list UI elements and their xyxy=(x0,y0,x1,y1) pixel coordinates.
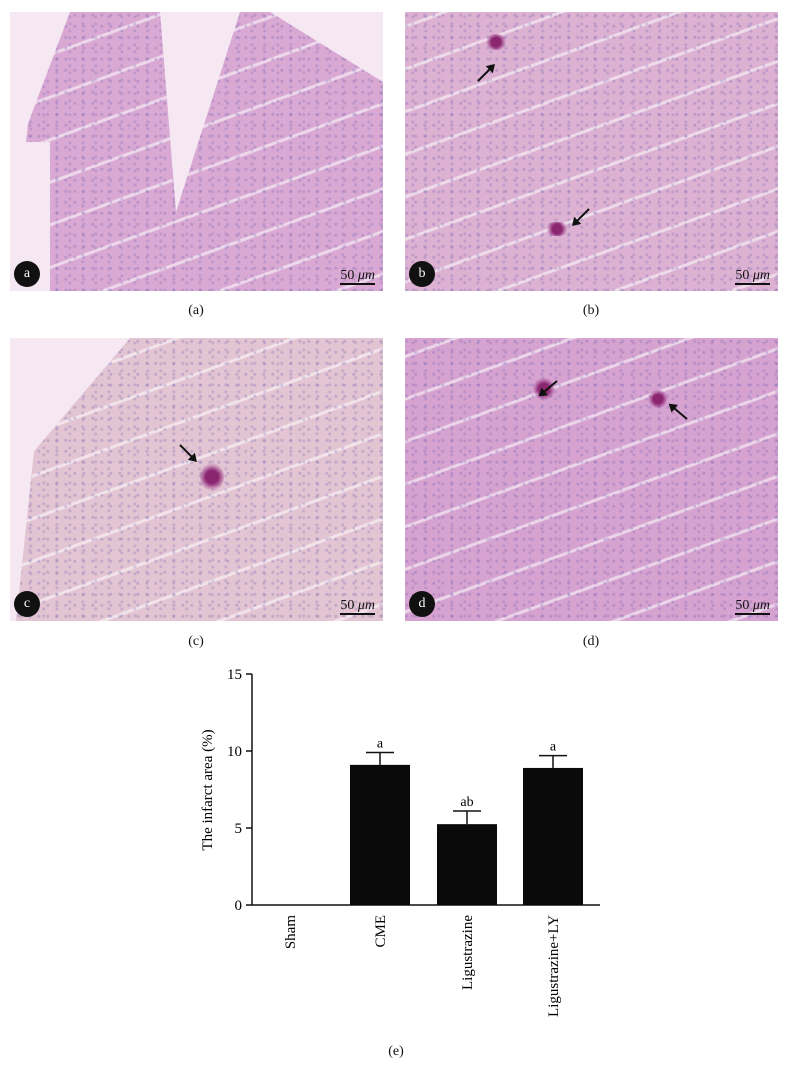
scale-bar: 50 μm xyxy=(735,598,770,615)
background-area xyxy=(270,12,383,82)
panel-label-badge: a xyxy=(14,261,40,287)
bar xyxy=(523,767,583,905)
y-tick-label: 15 xyxy=(227,667,242,683)
significance-label: a xyxy=(377,737,384,752)
panel-caption-e: (e) xyxy=(388,1044,404,1059)
background-area xyxy=(10,338,130,621)
panel-caption-b: (b) xyxy=(582,303,600,318)
y-axis-label: The infarct area (%) xyxy=(200,729,216,850)
arrow-icon xyxy=(572,208,590,226)
arrow-icon xyxy=(669,404,688,420)
scale-bar: 50 μm xyxy=(340,598,375,615)
panel-label-badge: d xyxy=(409,591,435,617)
panel-caption-c: (c) xyxy=(188,634,204,649)
stained-region xyxy=(200,463,224,491)
stained-region xyxy=(648,390,668,408)
arrow-icon xyxy=(477,64,495,82)
x-tick-label: Sham xyxy=(283,915,299,950)
histology-panel-a: a 50 μm xyxy=(10,12,383,291)
histology-panel-d: d 50 μm xyxy=(405,338,778,621)
arrow-icon xyxy=(179,444,197,462)
background-area xyxy=(160,12,240,212)
panel-caption-d: (d) xyxy=(582,634,600,649)
y-tick-label: 5 xyxy=(235,821,243,837)
scale-bar: 50 μm xyxy=(340,268,375,285)
y-tick-label: 10 xyxy=(227,744,242,760)
bar xyxy=(437,824,497,905)
significance-label: ab xyxy=(460,795,473,810)
x-tick-label: Ligustrazine+LY xyxy=(546,915,562,1017)
stained-region xyxy=(485,34,507,50)
significance-label: a xyxy=(550,740,557,755)
histology-panel-b: b 50 μm xyxy=(405,12,778,291)
histology-panel-c: c 50 μm xyxy=(10,338,383,621)
x-tick-label: Ligustrazine xyxy=(460,915,476,990)
panel-caption-a: (a) xyxy=(188,303,204,318)
y-tick-label: 0 xyxy=(235,898,243,914)
stained-region xyxy=(545,222,569,236)
panel-label-badge: c xyxy=(14,591,40,617)
bar xyxy=(350,764,410,905)
x-tick-label: CME xyxy=(373,915,389,948)
scale-bar: 50 μm xyxy=(735,268,770,285)
panel-label-badge: b xyxy=(409,261,435,287)
